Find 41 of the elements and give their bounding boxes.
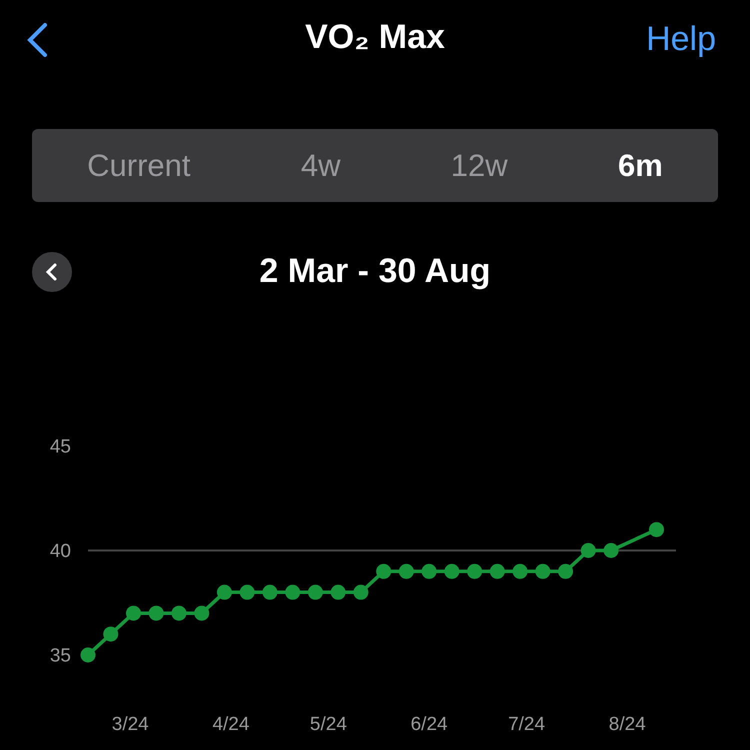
x-tick-label: 4/24	[212, 714, 250, 735]
text: Current	[87, 148, 191, 184]
text: 6m	[618, 148, 663, 184]
point	[376, 564, 392, 579]
point	[126, 606, 141, 621]
point	[580, 543, 596, 558]
point	[148, 606, 164, 621]
point	[558, 564, 574, 579]
text: 12w	[450, 148, 508, 184]
text: Help	[646, 20, 716, 59]
point	[308, 584, 323, 600]
y-tick-label: 45	[50, 436, 71, 458]
point	[285, 584, 300, 600]
text: 4w	[300, 148, 340, 184]
point	[535, 564, 550, 579]
x-tick-label: 3/24	[112, 714, 150, 735]
point	[240, 584, 255, 600]
point	[604, 543, 619, 558]
x-tick-label: 8/24	[608, 714, 646, 735]
point	[103, 626, 118, 642]
point	[194, 606, 210, 621]
x-tick-label: 5/24	[310, 714, 348, 735]
point	[398, 564, 414, 579]
chart-title: VO₂ Max	[305, 18, 445, 56]
point	[649, 522, 664, 538]
point	[490, 564, 505, 579]
point	[512, 564, 528, 579]
point	[444, 564, 460, 579]
point	[467, 564, 482, 579]
point	[80, 648, 96, 662]
point	[171, 606, 186, 621]
x-tick-label: 6/24	[410, 714, 448, 735]
y-tick-label: 40	[50, 541, 71, 562]
point	[422, 564, 437, 579]
chart-subtitle: 2 Mar - 30 Aug	[258, 252, 492, 291]
point	[353, 584, 368, 600]
point	[330, 584, 346, 600]
point	[216, 584, 232, 600]
point	[262, 584, 278, 600]
x-tick-label: 7/24	[508, 714, 546, 735]
y-tick-label: 35	[50, 646, 71, 667]
